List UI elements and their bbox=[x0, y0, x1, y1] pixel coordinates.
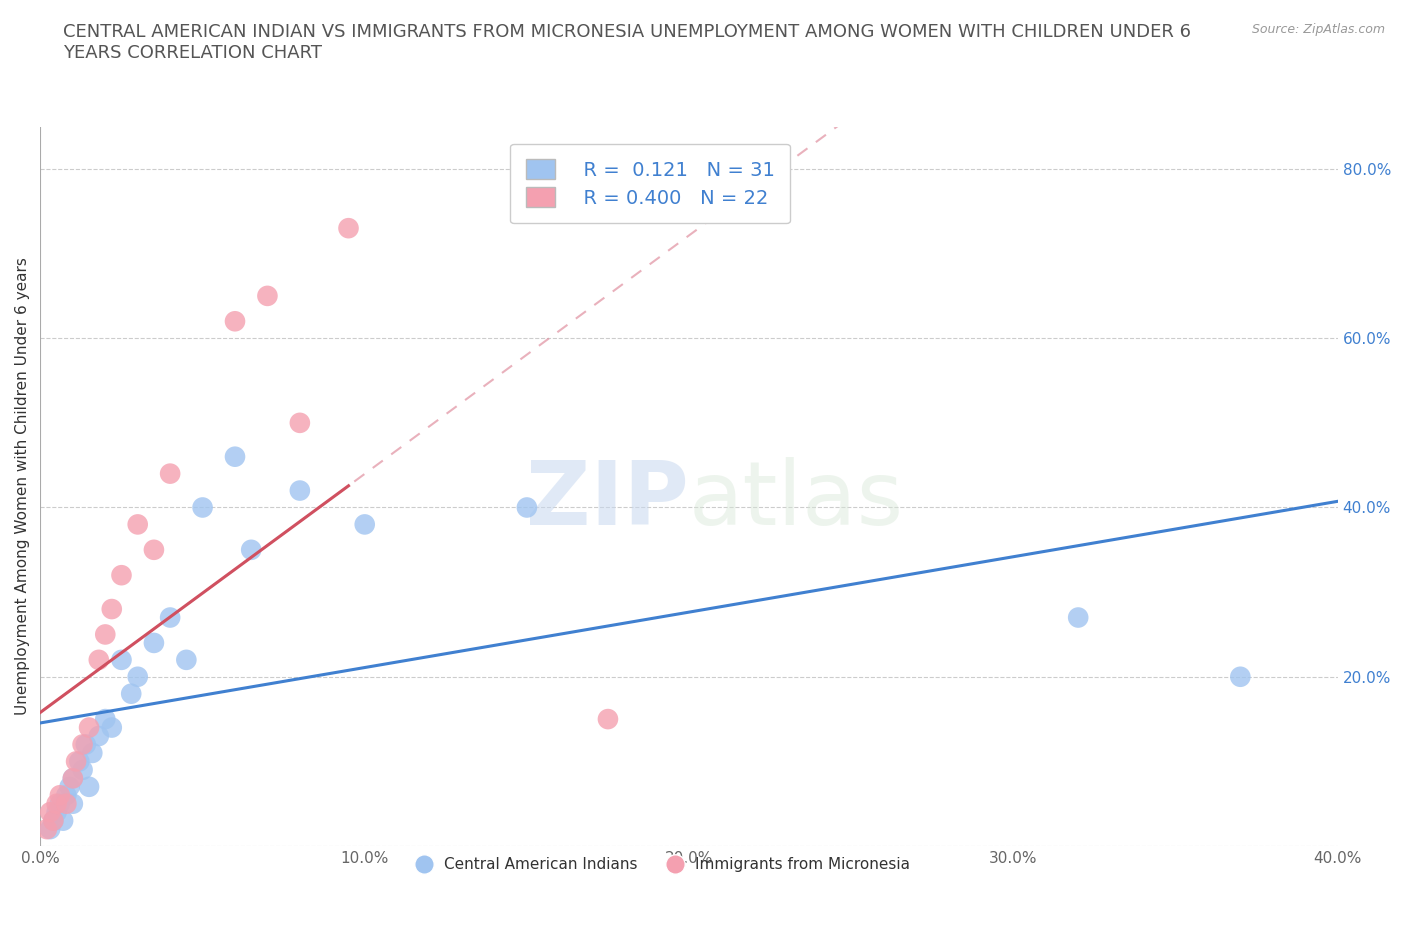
Point bbox=[62, 796, 84, 811]
Point bbox=[65, 754, 87, 769]
Point bbox=[110, 653, 132, 668]
Point bbox=[159, 610, 181, 625]
Point bbox=[127, 517, 149, 532]
Text: ZIP: ZIP bbox=[526, 458, 689, 544]
Y-axis label: Unemployment Among Women with Children Under 6 years: Unemployment Among Women with Children U… bbox=[15, 258, 30, 715]
Point bbox=[240, 542, 263, 557]
Point bbox=[45, 804, 67, 819]
Point bbox=[176, 653, 198, 668]
Point bbox=[45, 796, 67, 811]
Point bbox=[39, 804, 62, 819]
Point bbox=[288, 483, 311, 498]
Point bbox=[191, 500, 214, 515]
Point bbox=[49, 796, 72, 811]
Point bbox=[94, 711, 117, 726]
Text: Source: ZipAtlas.com: Source: ZipAtlas.com bbox=[1251, 23, 1385, 36]
Point bbox=[75, 737, 97, 752]
Point bbox=[100, 720, 122, 735]
Point bbox=[110, 567, 132, 582]
Point bbox=[87, 653, 110, 668]
Point bbox=[62, 771, 84, 786]
Point bbox=[52, 813, 75, 828]
Point bbox=[77, 779, 100, 794]
Point bbox=[35, 822, 58, 837]
Text: CENTRAL AMERICAN INDIAN VS IMMIGRANTS FROM MICRONESIA UNEMPLOYMENT AMONG WOMEN W: CENTRAL AMERICAN INDIAN VS IMMIGRANTS FR… bbox=[63, 23, 1191, 62]
Point bbox=[39, 822, 62, 837]
Point bbox=[94, 627, 117, 642]
Point bbox=[42, 813, 65, 828]
Point bbox=[82, 746, 104, 761]
Point bbox=[127, 670, 149, 684]
Point bbox=[49, 788, 72, 803]
Point bbox=[224, 449, 246, 464]
Point bbox=[100, 602, 122, 617]
Point bbox=[1067, 610, 1090, 625]
Point bbox=[67, 754, 90, 769]
Point bbox=[42, 813, 65, 828]
Point bbox=[288, 416, 311, 431]
Point bbox=[596, 711, 619, 726]
Legend: Central American Indians, Immigrants from Micronesia: Central American Indians, Immigrants fro… bbox=[411, 851, 917, 878]
Point bbox=[77, 720, 100, 735]
Point bbox=[1229, 670, 1251, 684]
Point bbox=[142, 542, 165, 557]
Point bbox=[72, 737, 94, 752]
Point bbox=[87, 728, 110, 743]
Point bbox=[256, 288, 278, 303]
Point bbox=[516, 500, 538, 515]
Point bbox=[337, 220, 360, 235]
Point bbox=[142, 635, 165, 650]
Text: atlas: atlas bbox=[689, 458, 904, 544]
Point bbox=[72, 763, 94, 777]
Point bbox=[55, 788, 77, 803]
Point bbox=[120, 686, 142, 701]
Point bbox=[159, 466, 181, 481]
Point bbox=[55, 796, 77, 811]
Point bbox=[224, 313, 246, 328]
Point bbox=[59, 779, 82, 794]
Point bbox=[62, 771, 84, 786]
Point bbox=[353, 517, 375, 532]
